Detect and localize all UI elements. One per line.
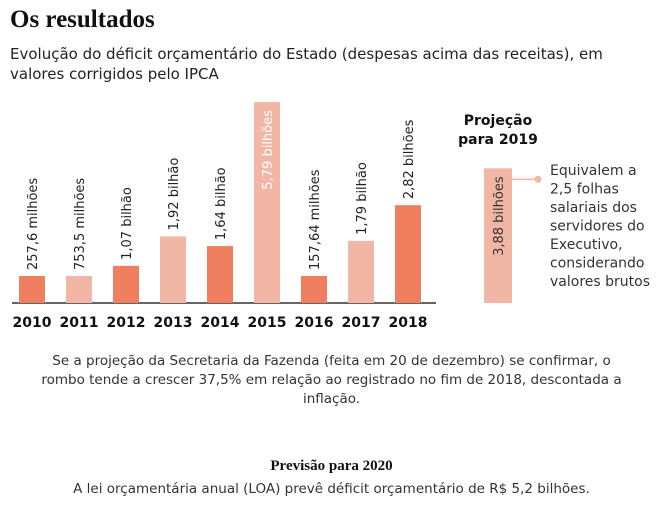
bar-2016 [301, 276, 327, 303]
projection-note: Se a projeção da Secretaria da Fazenda (… [41, 353, 622, 407]
bar-2010 [19, 276, 45, 303]
tick-label-2018: 2018 [389, 315, 428, 331]
annotation-line: servidores do [550, 219, 645, 235]
tick-label-2012: 2012 [107, 315, 146, 331]
chart-subtitle: Evolução do déficit orçamentário do Esta… [10, 45, 603, 83]
tick-label-2010: 2010 [13, 315, 52, 331]
bar-2013 [160, 236, 186, 303]
annotation-line: Equivalem a [550, 163, 637, 179]
page-title: Os resultados [10, 6, 155, 33]
data-label-2011: 753,5 milhões [73, 178, 88, 270]
projection-label-line1: Projeção [464, 113, 533, 129]
tick-label-2011: 2011 [60, 315, 99, 331]
forecast-title: Previsão para 2020 [270, 458, 393, 474]
data-label-2010: 257,6 milhões [26, 178, 41, 270]
bar-2018 [395, 205, 421, 303]
projection-data-label: 3,88 bilhões [492, 176, 507, 256]
bar-2014 [207, 246, 233, 303]
annotation-line: Executivo, [550, 237, 623, 253]
annotation-dot [534, 175, 542, 183]
bar-2017 [348, 240, 374, 303]
bar-2015 [254, 102, 280, 303]
bar-2011 [66, 276, 92, 303]
bar-2012 [113, 265, 139, 303]
data-label-2012: 1,07 bilhão [120, 187, 135, 260]
bar-chart: 2010 257,6 milhões 2011 753,5 milhões 2012 1,… [12, 102, 650, 331]
data-label-2018: 2,82 bilhões [402, 119, 417, 199]
annotation-line: salariais dos [550, 200, 637, 216]
tick-label-2015: 2015 [248, 315, 287, 331]
projection-label-line2: para 2019 [458, 132, 538, 148]
tick-label-2016: 2016 [295, 315, 334, 331]
data-label-2016: 157,64 milhões [308, 169, 323, 270]
annotation-line: considerando [550, 256, 644, 272]
forecast-note: A lei orçamentária anual (LOA) prevê déf… [73, 481, 590, 497]
data-label-2013: 1,92 bilhão [167, 158, 182, 231]
annotation-line: valores brutos [550, 274, 650, 290]
tick-label-2017: 2017 [342, 315, 381, 331]
tick-label-2014: 2014 [201, 315, 240, 331]
projection-bar-2019 [484, 168, 512, 303]
data-label-2014: 1,64 bilhão [214, 167, 229, 240]
data-label-2015: 5,79 bilhões [261, 110, 276, 190]
annotation-line: 2,5 folhas [550, 182, 619, 198]
data-label-2017: 1,79 bilhão [355, 162, 370, 235]
tick-label-2013: 2013 [154, 315, 193, 331]
